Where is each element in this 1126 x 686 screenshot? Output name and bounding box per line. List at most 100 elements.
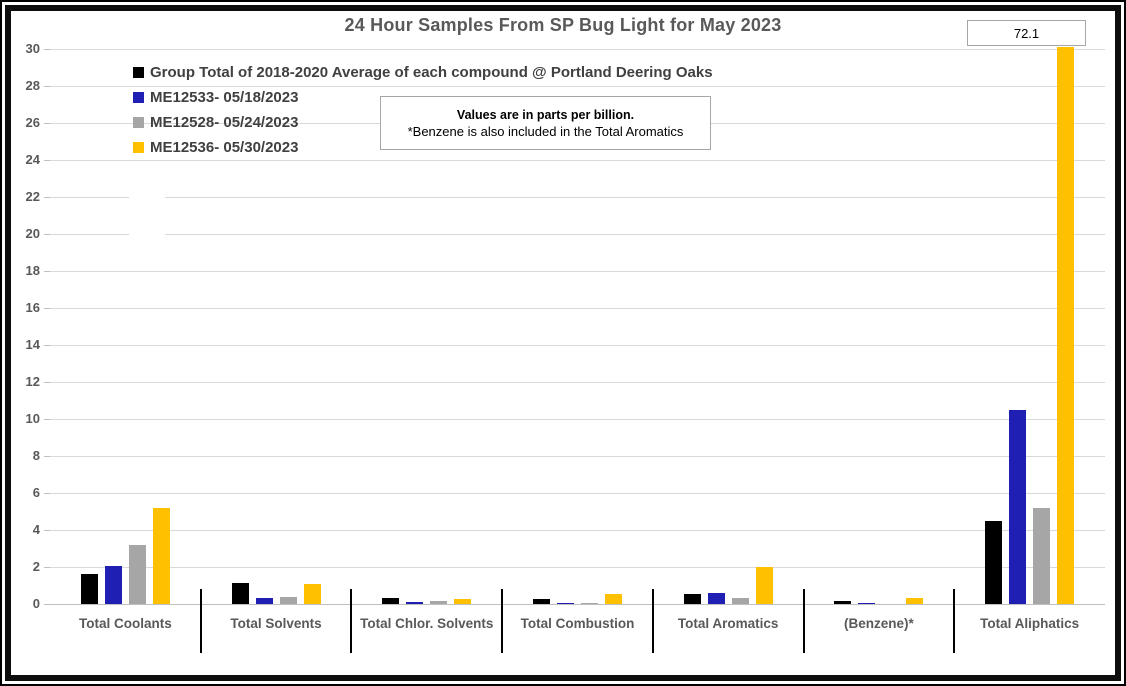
chart-bar (1009, 409, 1027, 604)
chart-bar (755, 567, 773, 604)
y-axis-tick (44, 345, 50, 346)
y-axis-tick (44, 419, 50, 420)
chart-bar (454, 599, 472, 604)
chart-bar (406, 602, 424, 604)
chart-bar (581, 603, 598, 604)
empty-textbox-artifact (129, 186, 165, 244)
legend-label: Group Total of 2018-2020 Average of each… (150, 64, 713, 81)
y-axis-tick (44, 197, 50, 198)
chart-bar (152, 507, 170, 604)
chart-bar (731, 597, 749, 604)
gridline (50, 308, 1105, 309)
chart-bar (231, 582, 249, 604)
chart-bar (683, 593, 701, 604)
gridline (50, 234, 1105, 235)
category-label: Total Coolants (78, 616, 172, 631)
y-axis-tick (44, 234, 50, 235)
category-label: Total Combustion (520, 616, 635, 631)
y-axis-tick (44, 493, 50, 494)
gridline (50, 419, 1105, 420)
gridline (50, 197, 1105, 198)
y-axis-tick-label: 6 (32, 485, 40, 500)
legend-label: ME12533- 05/18/2023 (150, 89, 299, 106)
legend-swatch-gray (133, 117, 144, 128)
gridline (50, 49, 1105, 50)
gridline (50, 456, 1105, 457)
chart-bar (834, 601, 852, 604)
legend-swatch-blue (133, 92, 144, 103)
callout-value: 72.1 (1013, 25, 1040, 41)
y-axis-tick-label: 8 (32, 448, 40, 463)
chart-bar (104, 566, 122, 604)
chart-bar (707, 592, 725, 604)
chart-bar (605, 593, 622, 604)
gridline (50, 271, 1105, 272)
y-axis-tick-label: 10 (25, 411, 40, 426)
gridline (50, 567, 1105, 568)
gridline (50, 86, 1105, 87)
chart-bar (80, 574, 98, 604)
y-axis-tick (44, 530, 50, 531)
chart-bar (557, 603, 574, 604)
y-axis-tick-label: 4 (32, 522, 40, 537)
y-axis-tick-label: 22 (25, 189, 40, 204)
note-benzene-line: *Benzene is also included in the Total A… (407, 123, 684, 139)
y-axis-tick (44, 49, 50, 50)
chart-bar (303, 583, 321, 604)
chart-bar (1033, 507, 1051, 604)
y-axis-tick-label: 2 (32, 559, 40, 574)
legend-swatch-black (133, 67, 144, 78)
chart-bar (1057, 47, 1075, 604)
gridline (50, 530, 1105, 531)
chart-bar (533, 599, 550, 604)
y-axis-tick (44, 567, 50, 568)
y-axis-tick-label: 20 (25, 226, 40, 241)
y-axis-tick-label: 26 (25, 115, 40, 130)
y-axis-tick-label: 30 (25, 41, 40, 56)
y-axis-tick (44, 456, 50, 457)
chart-bar (985, 520, 1003, 604)
gridline (50, 160, 1105, 161)
legend-item-group-total: Group Total of 2018-2020 Average of each… (133, 60, 713, 85)
category-separator (199, 589, 202, 653)
category-separator (802, 589, 805, 653)
gridline (50, 493, 1105, 494)
category-label: Total Aromatics (677, 616, 779, 631)
legend-item-me12536: ME12536- 05/30/2023 (133, 135, 713, 160)
chart-title: 24 Hour Samples From SP Bug Light for Ma… (344, 15, 782, 35)
y-axis-tick (44, 160, 50, 161)
category-label: Total Solvents (230, 616, 322, 631)
chart-bar (279, 596, 297, 604)
y-axis-tick (44, 382, 50, 383)
chart-bar (430, 601, 448, 604)
y-axis-tick (44, 123, 50, 124)
chart-bar (906, 598, 924, 604)
clipped-bar-value-callout: 72.1 (967, 20, 1086, 46)
y-axis-tick (44, 86, 50, 87)
legend-swatch-gold (133, 142, 144, 153)
category-label: Total Chlor. Solvents (360, 616, 494, 631)
category-label: Total Aliphatics (980, 616, 1080, 631)
chart-bar (382, 597, 400, 604)
category-label: (Benzene)* (844, 616, 914, 631)
chart-bar (255, 598, 273, 604)
y-axis-tick-label: 28 (25, 78, 40, 93)
y-axis-tick-label: 16 (25, 300, 40, 315)
y-axis-tick-label: 12 (25, 374, 40, 389)
y-axis-tick-label: 18 (25, 263, 40, 278)
x-axis-line (50, 604, 1105, 605)
y-axis-tick (44, 271, 50, 272)
y-axis-tick (44, 604, 50, 605)
category-separator (501, 589, 504, 653)
legend-item-me12528: ME12528- 05/24/2023 (133, 110, 713, 135)
legend-label: ME12536- 05/30/2023 (150, 139, 299, 156)
category-separator (651, 589, 654, 653)
legend-item-me12533: ME12533- 05/18/2023 (133, 85, 713, 110)
chart-bar (858, 603, 876, 604)
note-units-line: Values are in parts per billion. (456, 107, 635, 122)
legend-label: ME12528- 05/24/2023 (150, 114, 299, 131)
y-axis-tick-label: 0 (32, 596, 40, 611)
gridline (50, 345, 1105, 346)
